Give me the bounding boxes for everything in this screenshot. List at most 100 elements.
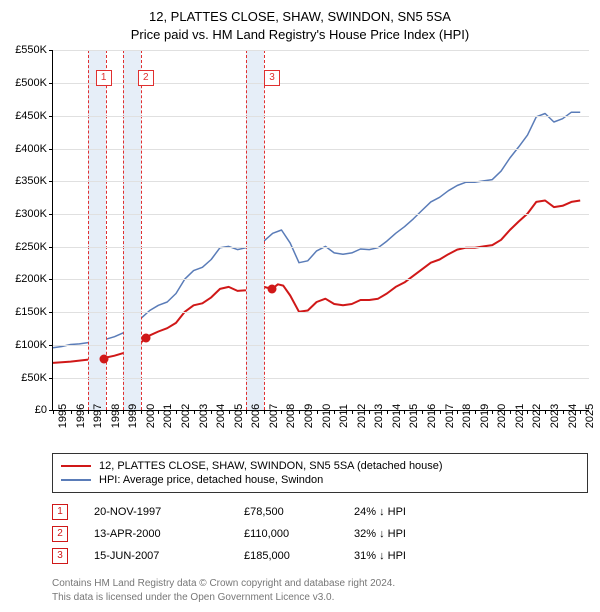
x-tick-label: 2013 [373,404,385,428]
y-tick-mark [49,279,53,280]
x-tick-mark [194,410,195,414]
x-tick-label: 2002 [180,404,192,428]
footer-line-2: This data is licensed under the Open Gov… [52,591,588,605]
y-tick-label: £550K [15,44,47,56]
x-tick-mark [475,410,476,414]
x-tick-mark [176,410,177,414]
title-block: 12, PLATTES CLOSE, SHAW, SWINDON, SN5 5S… [0,0,600,44]
y-tick-mark [49,247,53,248]
x-tick-label: 2015 [408,404,420,428]
x-tick-label: 2025 [584,404,596,428]
legend-row: HPI: Average price, detached house, Swin… [61,473,579,487]
gridline [53,214,589,215]
y-tick-mark [49,214,53,215]
x-tick-label: 2007 [268,404,280,428]
sale-date: 15-JUN-2007 [94,550,244,562]
x-tick-mark [88,410,89,414]
y-tick-label: £200K [15,273,47,285]
x-tick-mark [457,410,458,414]
sale-date: 13-APR-2000 [94,528,244,540]
sale-price: £78,500 [244,506,354,518]
x-tick-mark [229,410,230,414]
sales-table: 120-NOV-1997£78,50024% ↓ HPI213-APR-2000… [52,501,588,567]
legend-label: 12, PLATTES CLOSE, SHAW, SWINDON, SN5 5S… [99,460,443,472]
x-tick-mark [246,410,247,414]
y-tick-label: £250K [15,241,47,253]
sale-diff-vs-hpi: 31% ↓ HPI [354,550,494,562]
x-tick-mark [510,410,511,414]
x-tick-mark [387,410,388,414]
y-tick-label: £500K [15,77,47,89]
x-tick-mark [527,410,528,414]
x-tick-label: 2021 [514,404,526,428]
x-tick-mark [299,410,300,414]
gridline [53,345,589,346]
x-tick-mark [53,410,54,414]
x-tick-label: 2010 [321,404,333,428]
chart-band [123,50,141,410]
x-tick-label: 1998 [110,404,122,428]
gridline [53,83,589,84]
x-tick-label: 2022 [531,404,543,428]
sale-row: 120-NOV-1997£78,50024% ↓ HPI [52,501,588,523]
x-tick-label: 1995 [57,404,69,428]
sale-diff-vs-hpi: 32% ↓ HPI [354,528,494,540]
x-tick-mark [141,410,142,414]
y-tick-label: £150K [15,306,47,318]
x-tick-mark [317,410,318,414]
y-tick-label: £400K [15,143,47,155]
sale-price: £110,000 [244,528,354,540]
y-tick-mark [49,181,53,182]
footer-line-1: Contains HM Land Registry data © Crown c… [52,577,588,591]
y-tick-mark [49,50,53,51]
x-tick-label: 2014 [391,404,403,428]
x-tick-mark [211,410,212,414]
legend-swatch [61,465,91,467]
x-tick-label: 2024 [567,404,579,428]
chart-band-edge [123,50,124,410]
gridline [53,149,589,150]
y-tick-mark [49,312,53,313]
y-tick-label: £300K [15,208,47,220]
y-tick-mark [49,378,53,379]
x-tick-mark [369,410,370,414]
x-tick-label: 2000 [145,404,157,428]
x-tick-mark [281,410,282,414]
sale-row: 315-JUN-2007£185,00031% ↓ HPI [52,545,588,567]
x-tick-label: 1999 [127,404,139,428]
x-tick-mark [123,410,124,414]
sale-row-number: 3 [52,548,68,564]
x-tick-mark [264,410,265,414]
x-tick-label: 2018 [461,404,473,428]
x-tick-label: 2005 [233,404,245,428]
y-tick-mark [49,345,53,346]
x-tick-label: 1997 [92,404,104,428]
price-chart: £0£50K£100K£150K£200K£250K£300K£350K£400… [52,50,589,411]
x-tick-mark [404,410,405,414]
x-tick-mark [563,410,564,414]
sale-marker [99,354,108,363]
sale-marker [141,334,150,343]
x-tick-label: 2019 [479,404,491,428]
x-tick-mark [440,410,441,414]
y-tick-label: £350K [15,175,47,187]
x-tick-mark [71,410,72,414]
x-tick-mark [352,410,353,414]
x-tick-label: 2017 [444,404,456,428]
x-tick-mark [422,410,423,414]
y-tick-label: £0 [35,404,47,416]
gridline [53,279,589,280]
chart-band [246,50,264,410]
gridline [53,116,589,117]
y-tick-mark [49,149,53,150]
y-tick-label: £100K [15,339,47,351]
sale-row: 213-APR-2000£110,00032% ↓ HPI [52,523,588,545]
x-tick-label: 2009 [303,404,315,428]
title-subtitle: Price paid vs. HM Land Registry's House … [0,26,600,44]
x-tick-label: 1996 [75,404,87,428]
legend: 12, PLATTES CLOSE, SHAW, SWINDON, SN5 5S… [52,453,588,493]
sale-number-box: 3 [264,70,280,86]
sale-date: 20-NOV-1997 [94,506,244,518]
x-tick-mark [580,410,581,414]
gridline [53,181,589,182]
